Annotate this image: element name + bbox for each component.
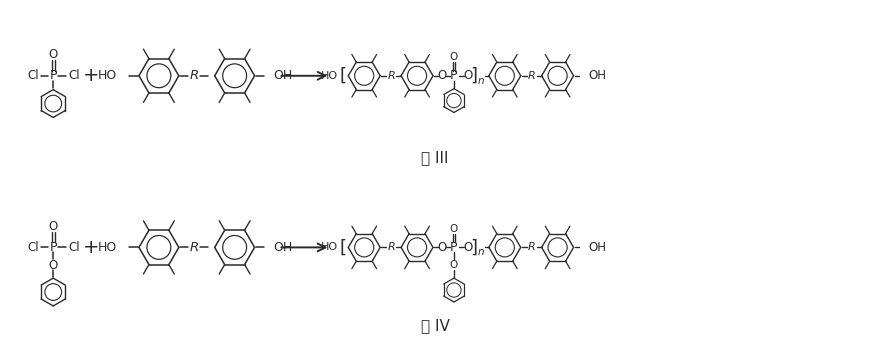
Text: O: O: [49, 220, 57, 233]
Text: OH: OH: [587, 241, 606, 254]
Text: R: R: [387, 243, 395, 252]
Text: R: R: [189, 241, 198, 254]
Text: O: O: [437, 241, 446, 254]
Text: R: R: [527, 243, 535, 252]
Text: OH: OH: [587, 69, 606, 82]
Text: P: P: [449, 69, 457, 82]
Text: HO: HO: [97, 69, 117, 82]
Text: n: n: [477, 76, 484, 86]
Text: HO: HO: [97, 241, 117, 254]
Text: [: [: [340, 67, 347, 85]
Text: 式 IV: 式 IV: [420, 318, 449, 333]
Text: O: O: [462, 241, 472, 254]
Text: HO: HO: [321, 71, 338, 81]
Text: n: n: [477, 247, 484, 257]
Text: O: O: [449, 224, 458, 234]
Text: O: O: [49, 259, 57, 272]
Text: O: O: [449, 52, 458, 62]
Text: Cl: Cl: [69, 241, 80, 254]
Text: +: +: [83, 66, 99, 85]
Text: Cl: Cl: [69, 69, 80, 82]
Text: P: P: [50, 69, 56, 82]
Text: P: P: [449, 241, 457, 254]
Text: OH: OH: [273, 241, 293, 254]
Text: Cl: Cl: [28, 241, 39, 254]
Text: +: +: [83, 238, 99, 257]
Text: O: O: [449, 260, 458, 270]
Text: HO: HO: [321, 243, 338, 252]
Text: ]: ]: [470, 238, 477, 256]
Text: Cl: Cl: [28, 69, 39, 82]
Text: R: R: [527, 71, 535, 81]
Text: OH: OH: [273, 69, 293, 82]
Text: O: O: [462, 69, 472, 82]
Text: 式 III: 式 III: [421, 151, 448, 166]
Text: [: [: [340, 238, 347, 256]
Text: ]: ]: [470, 67, 477, 85]
Text: O: O: [437, 69, 446, 82]
Text: P: P: [50, 241, 56, 254]
Text: R: R: [189, 69, 198, 82]
Text: R: R: [387, 71, 395, 81]
Text: O: O: [49, 48, 57, 62]
